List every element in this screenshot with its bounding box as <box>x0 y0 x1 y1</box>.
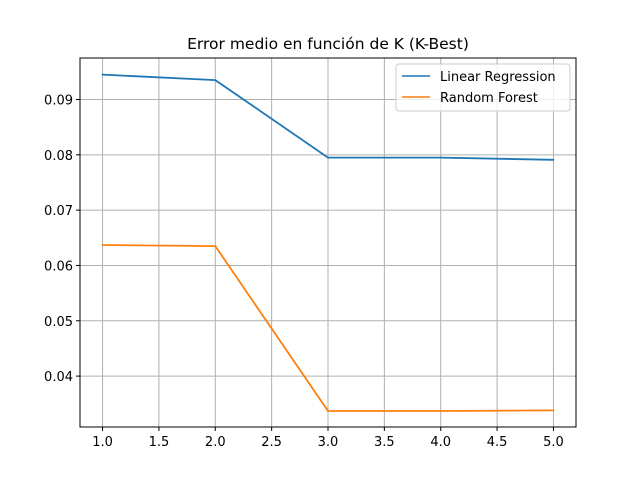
x-tick-label: 1.5 <box>149 435 170 450</box>
data-point-random-forest <box>101 244 104 246</box>
data-point-linear-regression <box>439 156 442 159</box>
data-point-random-forest <box>327 410 329 412</box>
chart-title: Error medio en función de K (K-Best) <box>187 35 469 53</box>
legend: Linear Regression Random Forest <box>395 63 571 112</box>
x-tick-label: 3.5 <box>374 435 395 450</box>
y-tick-label: 0.04 <box>44 370 73 385</box>
legend-box <box>395 63 571 112</box>
x-tick-label: 3.0 <box>318 435 339 450</box>
series-group <box>101 73 555 412</box>
x-tick-label: 4.5 <box>487 435 508 450</box>
data-point-linear-regression <box>552 158 555 161</box>
x-tick-label: 2.0 <box>205 435 226 450</box>
data-point-random-forest <box>214 245 217 247</box>
ticks: 1.0 1.5 2.0 2.5 3.0 3.5 4.0 4.5 5.0 0.04 0.05 0.06 0… <box>44 93 564 450</box>
x-tick-label: 1.0 <box>92 435 113 450</box>
x-tick-label: 4.0 <box>430 435 451 450</box>
y-tick-label: 0.08 <box>44 149 73 164</box>
y-tick-label: 0.09 <box>44 93 73 108</box>
x-tick-label: 5.0 <box>543 435 564 450</box>
legend-label-linear-regression: Linear Regression <box>440 70 556 85</box>
data-point-linear-regression <box>214 79 217 82</box>
grid <box>80 58 576 427</box>
data-point-random-forest <box>439 410 442 412</box>
x-tick-label: 2.5 <box>261 435 282 450</box>
y-tick-label: 0.07 <box>44 204 73 219</box>
data-point-linear-regression <box>101 73 104 76</box>
data-point-linear-regression <box>327 156 329 159</box>
y-tick-label: 0.05 <box>44 315 73 330</box>
y-tick-label: 0.06 <box>44 259 73 274</box>
legend-label-random-forest: Random Forest <box>440 91 538 106</box>
data-point-random-forest <box>552 409 555 412</box>
